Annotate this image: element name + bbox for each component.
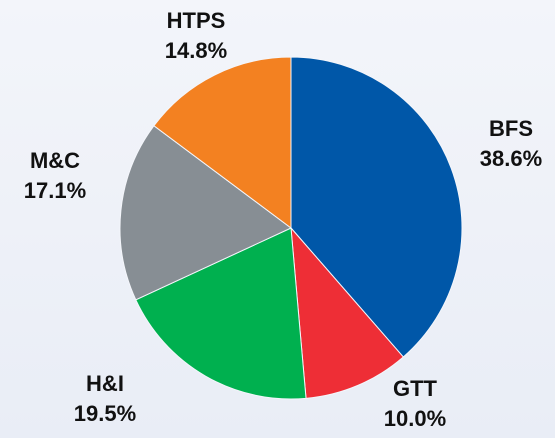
slice-label: BFS (489, 116, 533, 141)
pie-slice (135, 227, 307, 400)
slice-value-label: 10.0% (384, 406, 446, 431)
slice-value-label: 14.8% (165, 38, 227, 63)
pie-slice (153, 56, 292, 229)
slice-label: M&C (30, 148, 80, 173)
pie-slice (290, 56, 463, 358)
slice-label: HTPS (167, 8, 226, 33)
pie-slice (290, 226, 404, 399)
pie-slice (119, 125, 292, 301)
slice-value-label: 17.1% (24, 178, 86, 203)
slice-value-label: 38.6% (480, 146, 542, 171)
slice-label: H&I (86, 371, 124, 396)
slice-value-label: 19.5% (74, 401, 136, 426)
slice-label: GTT (393, 376, 438, 401)
